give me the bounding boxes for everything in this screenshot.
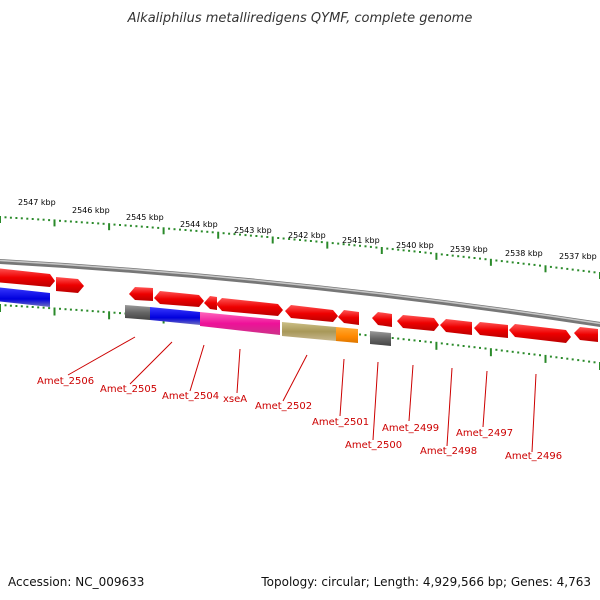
leader-line xyxy=(372,361,379,441)
gene-label[interactable]: Amet_2506 xyxy=(37,376,94,387)
ruler-label: 2547 kbp xyxy=(18,198,56,207)
forward-strand-genes xyxy=(0,268,598,343)
leader-line xyxy=(408,364,414,422)
gene-labels: Amet_2506 Amet_2505 Amet_2504 xseA Amet_… xyxy=(37,376,562,462)
ruler-label: 2542 kbp xyxy=(288,231,326,240)
leader-line xyxy=(482,370,488,428)
gene-label[interactable]: Amet_2501 xyxy=(312,417,369,428)
gene-arrow[interactable] xyxy=(474,322,508,338)
map-title: Alkaliphilus metalliredigens QYMF, compl… xyxy=(127,11,473,26)
gene-label[interactable]: Amet_2499 xyxy=(382,423,439,434)
gene-arrow[interactable] xyxy=(372,312,392,327)
leader-line xyxy=(236,348,241,394)
leader-line xyxy=(339,358,345,417)
gene-label[interactable]: Amet_2498 xyxy=(420,446,477,457)
genome-backbone xyxy=(0,259,600,327)
leader-line xyxy=(282,354,308,402)
ruler-label: 2545 kbp xyxy=(126,213,164,222)
gene-block-pink[interactable] xyxy=(200,312,280,335)
ruler-label: 2537 kbp xyxy=(559,252,597,261)
ruler-ticks xyxy=(0,216,600,279)
ruler-labels: 2547 kbp 2546 kbp 2545 kbp 2544 kbp 2543… xyxy=(18,198,597,261)
ruler-label: 2538 kbp xyxy=(505,249,543,258)
gene-label[interactable]: Amet_2500 xyxy=(345,440,402,451)
gene-block-gray[interactable] xyxy=(125,305,150,320)
gene-block-olive[interactable] xyxy=(282,322,336,341)
leader-line xyxy=(531,373,537,453)
gene-block-blue[interactable] xyxy=(150,307,200,325)
ruler-label: 2539 kbp xyxy=(450,245,488,254)
gene-label[interactable]: Amet_2505 xyxy=(100,384,157,395)
gene-arrow[interactable] xyxy=(56,277,84,293)
ruler-label: 2543 kbp xyxy=(234,226,272,235)
gene-label[interactable]: Amet_2502 xyxy=(255,401,312,412)
gene-arrow[interactable] xyxy=(154,291,204,307)
ruler-label: 2546 kbp xyxy=(72,206,110,215)
gene-arrow[interactable] xyxy=(216,298,283,316)
gene-arrow[interactable] xyxy=(285,305,338,322)
gene-arrow[interactable] xyxy=(509,324,571,343)
gene-arrow[interactable] xyxy=(440,319,472,335)
leader-lines xyxy=(67,336,537,453)
gene-arrow[interactable] xyxy=(0,268,55,287)
gene-arrow[interactable] xyxy=(397,315,439,331)
gene-arrow[interactable] xyxy=(574,327,598,342)
gene-label[interactable]: Amet_2496 xyxy=(505,451,562,462)
gene-arrow[interactable] xyxy=(204,296,217,310)
ruler-label: 2541 kbp xyxy=(342,236,380,245)
leader-line xyxy=(67,336,136,376)
ruler-label: 2544 kbp xyxy=(180,220,218,229)
leader-line xyxy=(129,341,173,385)
gene-block-gray[interactable] xyxy=(370,331,391,346)
gene-block-orange[interactable] xyxy=(336,327,358,343)
genome-backbone-highlight xyxy=(0,259,600,325)
gene-label[interactable]: Amet_2504 xyxy=(162,391,219,402)
gene-arrow[interactable] xyxy=(129,287,153,301)
highlighted-genes xyxy=(0,287,391,346)
gene-label[interactable]: xseA xyxy=(223,394,247,405)
gene-label[interactable]: Amet_2497 xyxy=(456,428,513,439)
leader-line xyxy=(446,367,453,447)
accession-text: Accession: NC_009633 xyxy=(8,575,144,589)
leader-line xyxy=(189,344,205,392)
ruler-label: 2540 kbp xyxy=(396,241,434,250)
gene-block-blue[interactable] xyxy=(0,287,50,307)
gene-arrow[interactable] xyxy=(338,310,359,325)
topology-text: Topology: circular; Length: 4,929,566 bp… xyxy=(260,575,591,589)
